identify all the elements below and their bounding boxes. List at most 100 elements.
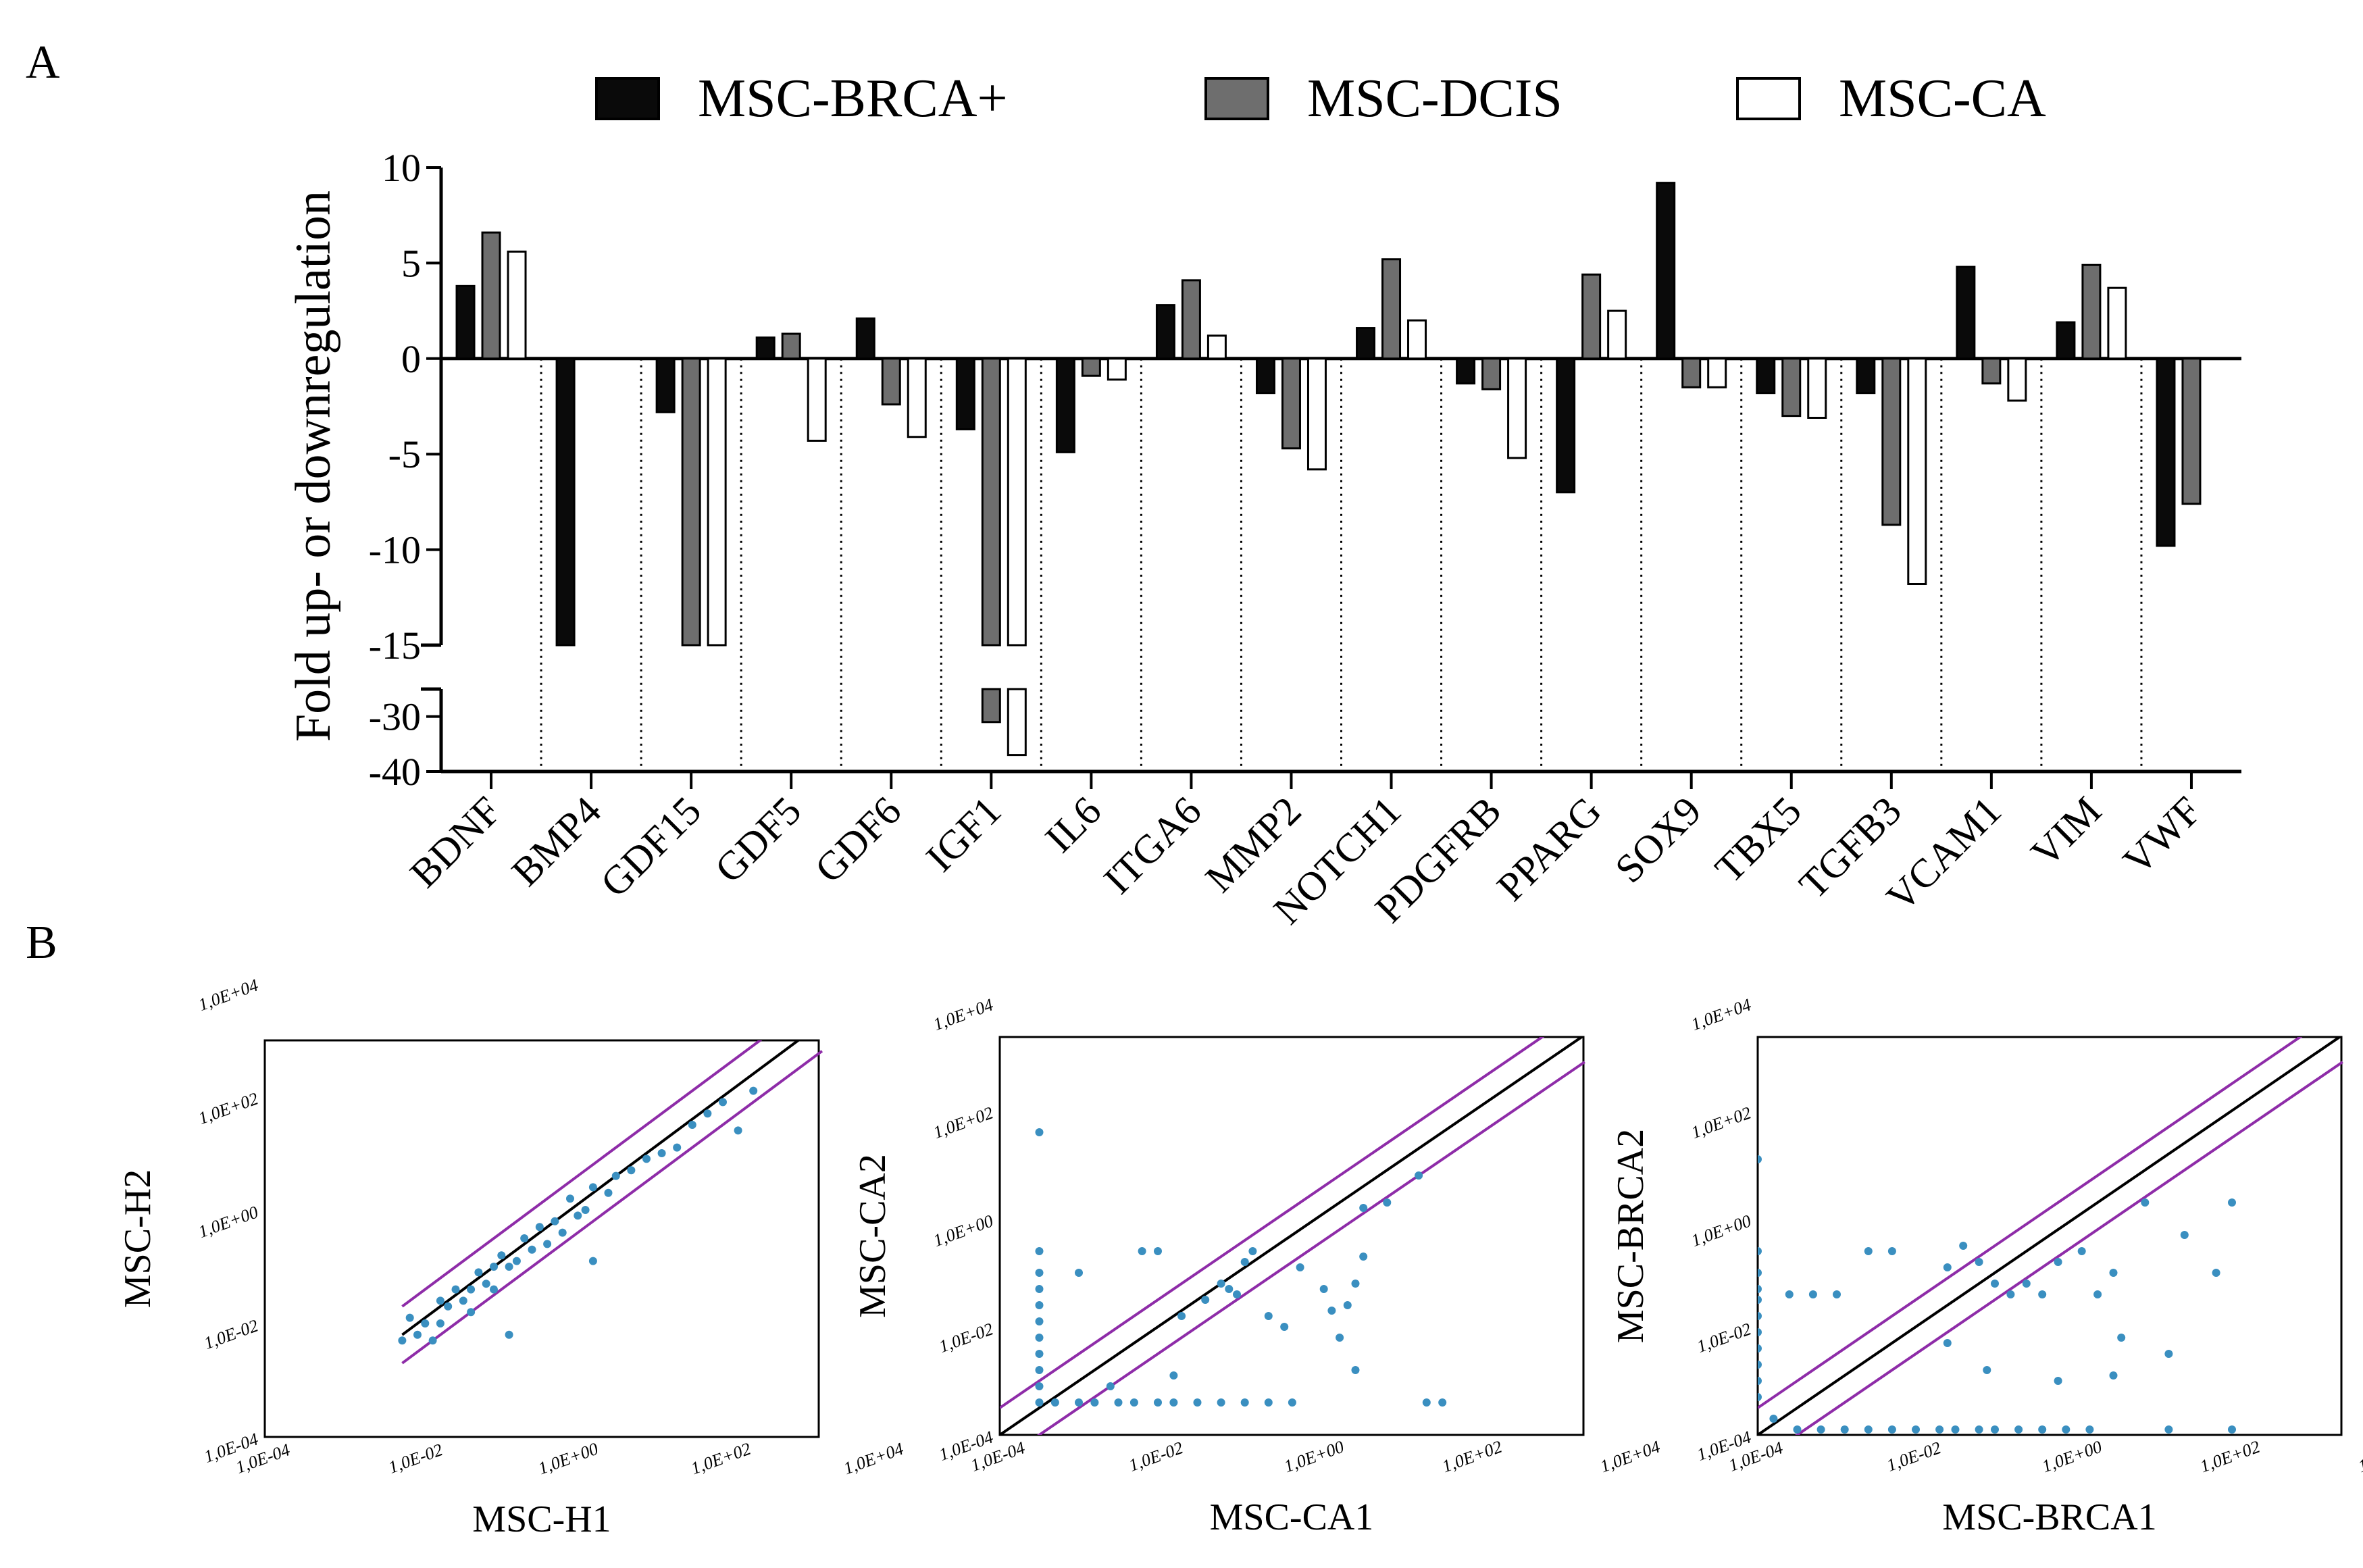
data-point [1035, 1269, 1044, 1277]
data-point [1359, 1204, 1368, 1212]
data-point [1233, 1290, 1241, 1298]
x-tick-label: 1,0E+00 [536, 1439, 601, 1479]
y-axis-label: MSC-H2 [117, 1169, 159, 1308]
lower-fold-line [401, 1050, 823, 1365]
y-tick-label: 1,0E+02 [1689, 1103, 1754, 1142]
data-point [1035, 1285, 1044, 1293]
data-point [505, 1263, 513, 1271]
data-point [588, 1257, 597, 1265]
data-point [1114, 1398, 1123, 1407]
x-tick-label: BMP4 [503, 788, 610, 895]
data-point [642, 1155, 651, 1163]
plot-frame [998, 1036, 1585, 1436]
x-tick-label: VIM [2023, 788, 2110, 876]
data-point [1785, 1290, 1794, 1298]
data-point [657, 1149, 666, 1157]
data-point [1912, 1425, 1920, 1434]
data-point [467, 1308, 476, 1317]
data-point [535, 1223, 544, 1232]
data-point [574, 1211, 582, 1220]
x-tick-label: GDF15 [592, 788, 709, 906]
data-point [1240, 1258, 1249, 1266]
x-tick-label: 1,0E-02 [1126, 1438, 1186, 1475]
x-tick-label: 1,0E+04 [1598, 1437, 1662, 1477]
data-point [474, 1268, 483, 1277]
x-tick-label: GDF5 [707, 788, 810, 892]
data-point [1422, 1398, 1431, 1407]
y-tick-label: -5 [388, 432, 421, 476]
y-tick-label: -40 [369, 750, 421, 794]
data-point [421, 1319, 430, 1327]
bar-mscbrca [1956, 265, 1976, 360]
data-point [1991, 1280, 1999, 1288]
plot-frame [263, 1039, 820, 1438]
data-point [558, 1228, 567, 1237]
data-point [1154, 1247, 1162, 1255]
data-point [1050, 1398, 1059, 1407]
legend-swatch [1736, 77, 1801, 120]
data-point [1336, 1334, 1344, 1342]
data-point [2228, 1425, 2236, 1434]
data-point [490, 1263, 498, 1271]
bar-mscbrca [955, 357, 975, 430]
data-point [1193, 1398, 1202, 1407]
data-point [1154, 1398, 1162, 1407]
data-point [604, 1188, 613, 1197]
data-point [1758, 1247, 1762, 1255]
bar-mscdcis [1781, 357, 1802, 418]
y-tick-label: 1,0E+04 [931, 994, 996, 1034]
data-point [1864, 1247, 1873, 1255]
data-point [428, 1336, 437, 1345]
bar-mscdcis [781, 332, 801, 360]
data-point [405, 1313, 414, 1322]
bar-mscca [807, 357, 827, 442]
diagonal-line [1000, 1037, 1584, 1435]
x-axis-label: MSC-H1 [472, 1498, 611, 1540]
x-tick-label: 1,0E+04 [841, 1439, 906, 1479]
data-point [1248, 1247, 1257, 1255]
y-tick-label: 1,0E+04 [1689, 994, 1754, 1034]
x-axis-label: MSC-BRCA1 [1942, 1496, 2156, 1538]
data-point [1833, 1290, 1841, 1298]
y-axis-label: MSC-CA2 [852, 1154, 894, 1318]
data-point [2014, 1425, 2023, 1434]
data-point [749, 1086, 758, 1095]
data-point [1035, 1317, 1044, 1325]
y-tick-label: 0 [401, 337, 421, 381]
x-tick-label: BDNF [401, 788, 509, 896]
legend-swatch [1204, 77, 1269, 120]
x-tick-label: 1,0E+02 [688, 1439, 753, 1479]
bar-mscdcis [1281, 357, 1301, 450]
data-point [2141, 1198, 2150, 1207]
data-point [505, 1330, 513, 1339]
data-point [1991, 1425, 1999, 1434]
bar-mscdcis [681, 357, 701, 647]
data-point [1359, 1253, 1368, 1261]
data-point [543, 1240, 552, 1248]
data-point [2054, 1258, 2062, 1266]
plot-frame [1756, 1036, 2343, 1436]
x-tick-label: ITGA6 [1095, 788, 1209, 903]
x-tick-label: VWF [2114, 788, 2210, 884]
data-point [2022, 1280, 2031, 1288]
data-point [2228, 1198, 2236, 1207]
bar-mscdcis [481, 231, 501, 360]
upper-fold-line [1000, 1037, 1545, 1409]
data-point [1280, 1323, 1289, 1331]
scatter-panel-brca: 1,0E-041,0E-04 1,0E-021,0E-021,0E+001,0E+… [1610, 994, 2363, 1538]
y-axis-label: MSC-BRCA2 [1610, 1129, 1652, 1343]
bar-mscca [1607, 309, 1627, 360]
data-point [1288, 1398, 1296, 1407]
bar-mscdcis [1481, 357, 1502, 390]
y-tick-label: 1,0E+00 [1689, 1211, 1754, 1250]
data-point [1769, 1415, 1778, 1423]
data-point [1808, 1290, 1817, 1298]
bar-mscca [1707, 357, 1727, 388]
bar-mscdcis-lower [981, 688, 1001, 724]
data-point [1035, 1382, 1044, 1390]
data-point [1319, 1285, 1328, 1293]
data-point [588, 1183, 597, 1192]
data-point [2038, 1425, 2047, 1434]
data-point [1327, 1307, 1336, 1315]
